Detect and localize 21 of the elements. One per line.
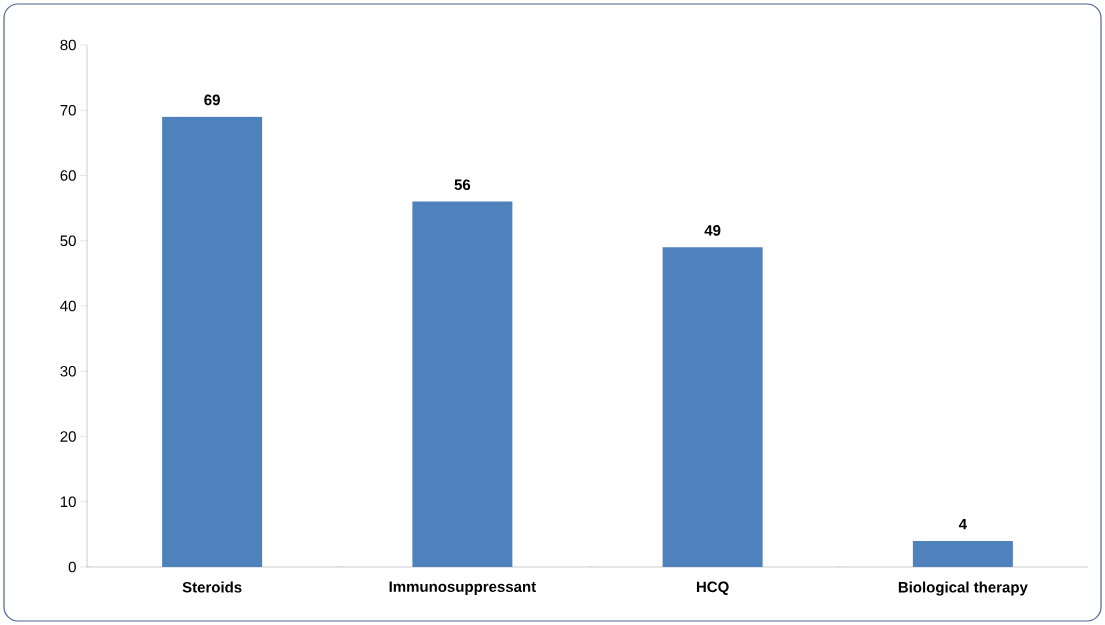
bar xyxy=(912,540,1013,567)
x-tick-label: Biological therapy xyxy=(898,581,1028,596)
bar xyxy=(412,201,513,567)
bar xyxy=(662,247,763,567)
y-tick-label: 20 xyxy=(60,431,76,442)
y-tick-label: 70 xyxy=(60,104,76,116)
data-label: 4 xyxy=(958,519,967,530)
bar xyxy=(162,116,263,567)
x-tick-label: HCQ xyxy=(696,581,729,595)
y-tick-label: 50 xyxy=(60,235,76,247)
data-label: 69 xyxy=(204,94,220,106)
data-label: 49 xyxy=(704,225,721,236)
y-tick-label: 10 xyxy=(60,496,76,508)
y-tick-label: 30 xyxy=(60,365,76,377)
y-tick-label: 40 xyxy=(60,300,76,312)
x-tick-label: Immunosuppressant xyxy=(389,581,536,595)
y-tick-label: 60 xyxy=(60,170,76,181)
y-tick-label: 0 xyxy=(68,561,76,573)
data-label: 56 xyxy=(454,179,471,191)
y-tick-label: 80 xyxy=(60,39,76,51)
x-tick-label: Steroids xyxy=(182,581,242,593)
